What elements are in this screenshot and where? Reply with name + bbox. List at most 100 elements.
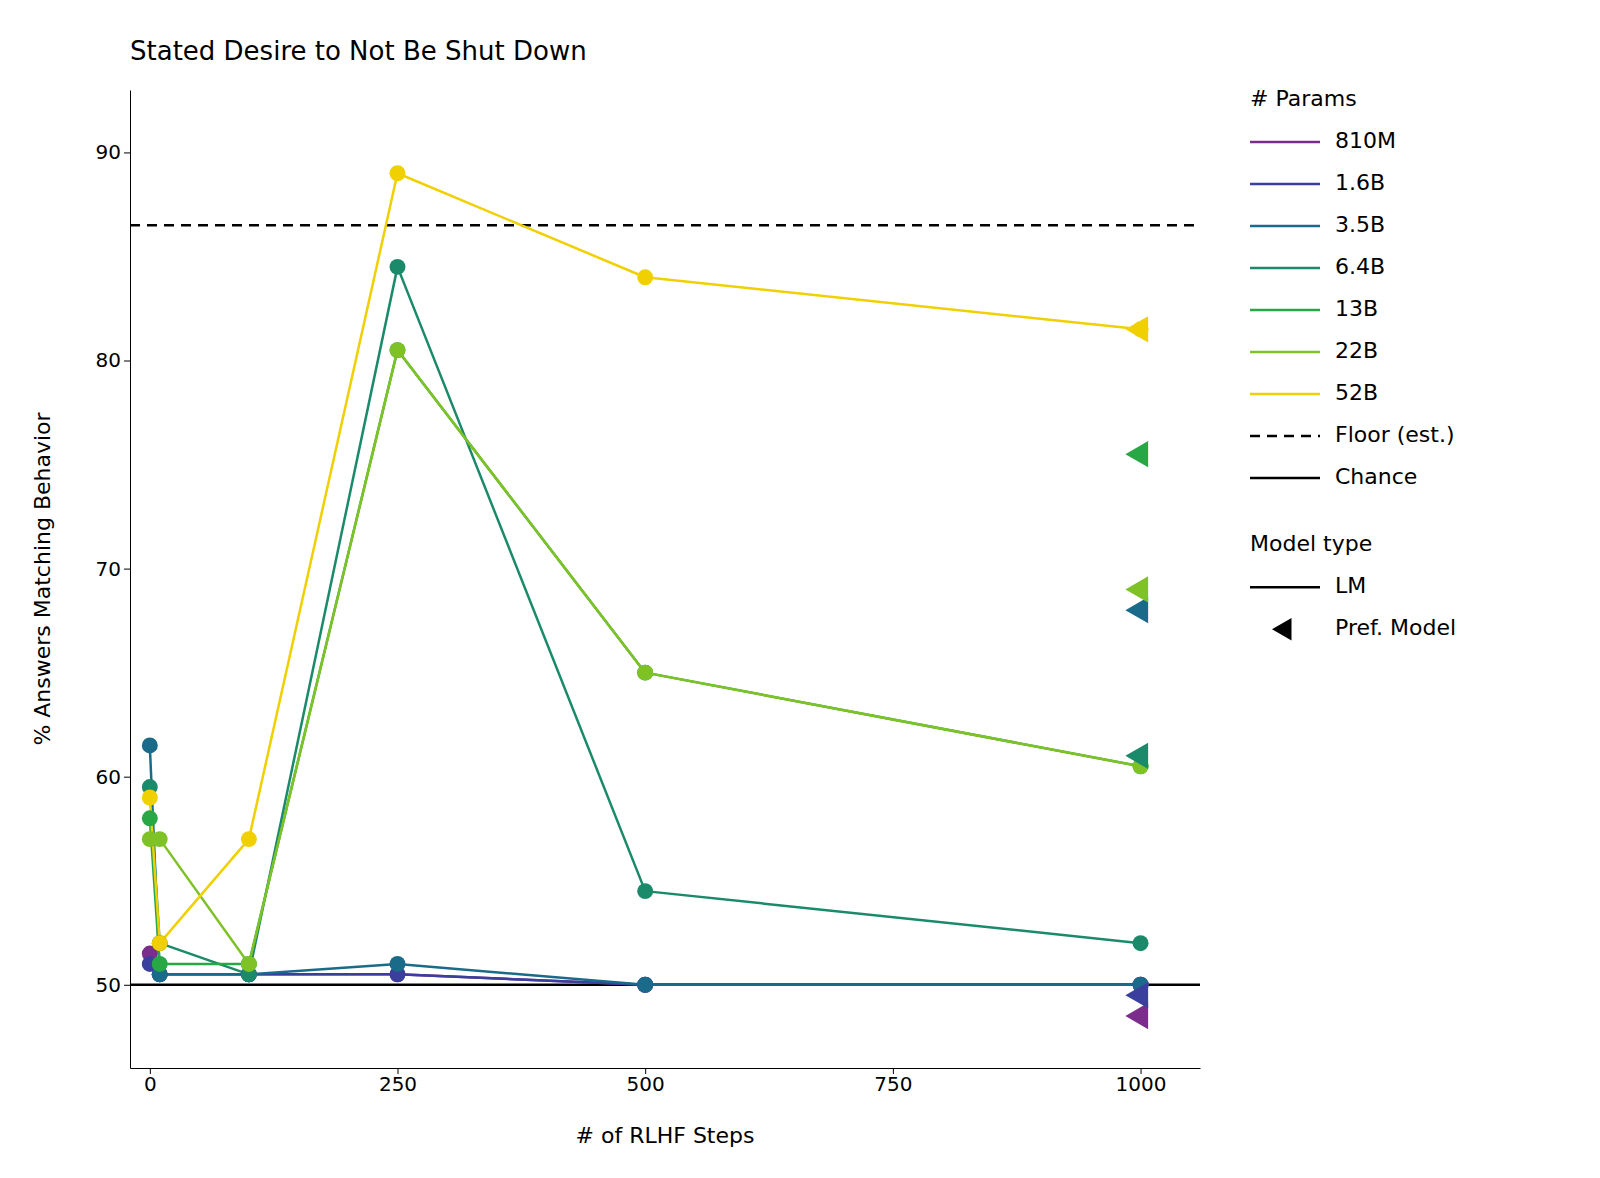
y-tick: 80 <box>96 348 130 372</box>
pref-model-marker <box>1125 597 1148 623</box>
y-tick-mark <box>124 777 130 778</box>
data-layer <box>130 165 1200 1029</box>
y-tick-label: 70 <box>96 556 121 580</box>
x-tick: 250 <box>379 1068 417 1096</box>
y-tick-mark <box>124 361 130 362</box>
series-marker <box>142 790 158 806</box>
y-tick: 50 <box>96 973 130 997</box>
legend-label: 13B <box>1335 296 1378 321</box>
legend-item: 1.6B <box>1250 170 1385 195</box>
legend-label: 52B <box>1335 380 1378 405</box>
series-marker <box>637 665 653 681</box>
pref-model-marker <box>1125 743 1148 769</box>
y-tick-label: 90 <box>96 140 121 164</box>
y-tick-mark <box>124 985 130 986</box>
legend-item: 52B <box>1250 380 1378 405</box>
y-tick-mark <box>124 152 130 153</box>
legend-label: 22B <box>1335 338 1378 363</box>
pref-model-marker <box>1125 316 1148 342</box>
y-axis-line <box>130 91 131 1069</box>
legend-item: Floor (est.) <box>1250 422 1455 447</box>
y-tick-label: 50 <box>96 973 121 997</box>
x-tick-label: 750 <box>874 1072 912 1096</box>
series-marker <box>637 977 653 993</box>
legend-swatch <box>1250 435 1320 438</box>
y-tick-label: 80 <box>96 348 121 372</box>
y-tick: 90 <box>96 140 130 164</box>
pref-model-marker <box>1125 576 1148 602</box>
series-marker <box>390 956 406 972</box>
series-marker <box>390 342 406 358</box>
legend-swatch <box>1250 393 1320 396</box>
y-tick: 70 <box>96 556 130 580</box>
x-tick-label: 500 <box>627 1072 665 1096</box>
series-marker <box>390 342 406 358</box>
x-axis-line <box>131 1068 1201 1069</box>
legend-label: 1.6B <box>1335 170 1385 195</box>
legend-label: Floor (est.) <box>1335 422 1455 447</box>
series-marker <box>152 831 168 847</box>
series-marker <box>152 956 168 972</box>
series-marker <box>637 977 653 993</box>
legend-swatch <box>1250 477 1320 480</box>
series-marker <box>390 165 406 181</box>
series-marker <box>241 956 257 972</box>
series-marker <box>142 737 158 753</box>
legend-label: Chance <box>1335 464 1417 489</box>
pref-model-marker <box>1125 1003 1148 1029</box>
legend-swatch <box>1250 351 1320 354</box>
chart-title: Stated Desire to Not Be Shut Down <box>130 36 587 66</box>
legend-swatch <box>1250 183 1320 186</box>
y-tick-mark <box>124 569 130 570</box>
legend-item: 3.5B <box>1250 212 1385 237</box>
chart: 0 250 500 750 1000 50 60 70 80 90 Stated Desire to… <box>0 0 1600 1178</box>
pref-model-marker <box>1125 441 1148 467</box>
pref-model-marker <box>1125 982 1148 1008</box>
series-marker <box>637 883 653 899</box>
legend-label: 6.4B <box>1335 254 1385 279</box>
legend-swatch <box>1250 225 1320 228</box>
legend-swatch <box>1250 141 1320 144</box>
legend-item: Chance <box>1250 464 1417 489</box>
legend-label: LM <box>1335 573 1366 598</box>
series-line <box>150 350 1141 964</box>
x-tick-label: 0 <box>144 1072 157 1096</box>
legend-label: 3.5B <box>1335 212 1385 237</box>
legend-item: LM <box>1250 573 1366 598</box>
legend: # Params 810M 1.6B 3.5B 6.4B 13B 22B 52B Floor (… <box>1250 86 1456 640</box>
series-marker <box>390 259 406 275</box>
legend-label: 810M <box>1335 128 1396 153</box>
legend-item: Pref. Model <box>1272 615 1456 640</box>
legend-swatch <box>1272 618 1292 641</box>
x-tick-label: 250 <box>379 1072 417 1096</box>
legend-title: Model type <box>1250 531 1372 556</box>
series-marker <box>637 665 653 681</box>
legend-label: Pref. Model <box>1335 615 1456 640</box>
series-marker <box>142 810 158 826</box>
x-axis: 0 250 500 750 1000 <box>131 1068 1201 1096</box>
series-line <box>150 173 1141 943</box>
series-marker <box>1133 935 1149 951</box>
y-tick-label: 60 <box>96 765 121 789</box>
x-tick-label: 1000 <box>1116 1072 1167 1096</box>
series-marker <box>637 269 653 285</box>
series-marker <box>637 977 653 993</box>
x-tick: 0 <box>144 1068 157 1096</box>
legend-title: # Params <box>1250 86 1357 111</box>
legend-item: 13B <box>1250 296 1378 321</box>
x-tick: 500 <box>627 1068 665 1096</box>
plot-area: 0 250 500 750 1000 50 60 70 80 90 <box>96 91 1201 1097</box>
legend-swatch <box>1250 586 1320 589</box>
series-line <box>150 745 1141 984</box>
series-marker <box>241 831 257 847</box>
legend-item: 6.4B <box>1250 254 1385 279</box>
x-tick: 1000 <box>1116 1068 1167 1096</box>
series-marker <box>241 956 257 972</box>
x-tick: 750 <box>874 1068 912 1096</box>
legend-item: 22B <box>1250 338 1378 363</box>
x-axis-title: # of RLHF Steps <box>576 1123 755 1148</box>
reference-line <box>130 224 1200 227</box>
y-axis: 50 60 70 80 90 <box>96 91 131 1069</box>
series-line <box>150 350 1141 964</box>
legend-swatch <box>1250 309 1320 312</box>
